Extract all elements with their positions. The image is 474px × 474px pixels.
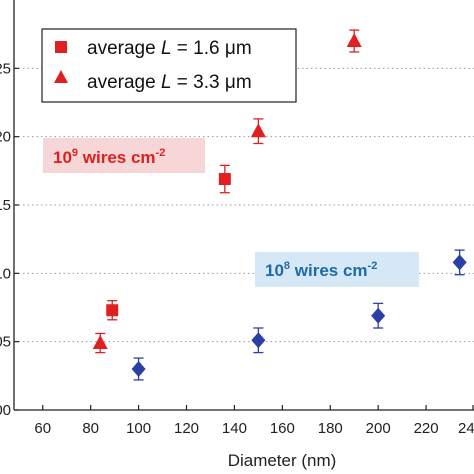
data-point-diamond — [452, 254, 467, 271]
data-point-diamond — [371, 307, 386, 324]
y-tick-label: 15 — [0, 197, 11, 214]
x-tick-label: 120 — [174, 420, 199, 437]
x-tick-label: 100 — [126, 420, 151, 437]
legend-square-icon — [55, 41, 67, 53]
data-point-triangle — [346, 33, 362, 47]
data-point-triangle — [92, 335, 108, 350]
data-point-diamond — [131, 361, 146, 377]
x-tick-label: 80 — [82, 420, 99, 437]
y-tick-label: 05 — [0, 334, 11, 351]
y-tick-label: 20 — [0, 129, 11, 146]
x-tick-label: 180 — [318, 420, 343, 437]
annotation-high-density-bg — [43, 138, 205, 173]
annotation-low-density-bg — [255, 252, 419, 287]
annotations: 109 wires cm-2 108 wires cm-2 — [43, 138, 419, 287]
x-tick-label: 24 — [458, 420, 474, 437]
x-tick-label: 220 — [414, 420, 439, 437]
x-tick-label: 200 — [366, 420, 391, 437]
y-tick-label: 00 — [0, 402, 11, 419]
y-tick-label: 10 — [0, 265, 11, 282]
annotation-high-density: 109 wires cm-2 — [43, 138, 205, 173]
annotation-high-density-text: 109 wires cm-2 — [53, 147, 165, 167]
x-tick-label: 160 — [270, 420, 295, 437]
gridlines — [14, 67, 474, 343]
x-tick-label: 140 — [222, 420, 247, 437]
axes: 00 05 10 15 20 25 60 80 100 120 140 160 180 200 220 24 — [0, 0, 474, 437]
data-points — [92, 29, 467, 381]
y-tick-label: 25 — [0, 60, 11, 77]
x-tick-label: 60 — [34, 420, 51, 437]
annotation-low-density-text: 108 wires cm-2 — [265, 260, 377, 280]
data-point-diamond — [251, 332, 266, 349]
x-axis-title: Diameter (nm) — [228, 451, 337, 470]
legend-label-series-1: average L = 1.6 μm — [87, 38, 252, 59]
data-point-square — [106, 304, 119, 317]
legend-box — [41, 28, 297, 103]
data-point-square — [218, 173, 231, 186]
data-point-triangle — [250, 123, 266, 138]
legend-triangle-icon — [54, 70, 68, 83]
legend-label-series-2: average L = 3.3 μm — [87, 72, 252, 93]
legend: average L = 1.6 μm average L = 3.3 μm — [41, 28, 297, 103]
annotation-low-density: 108 wires cm-2 — [255, 252, 419, 287]
